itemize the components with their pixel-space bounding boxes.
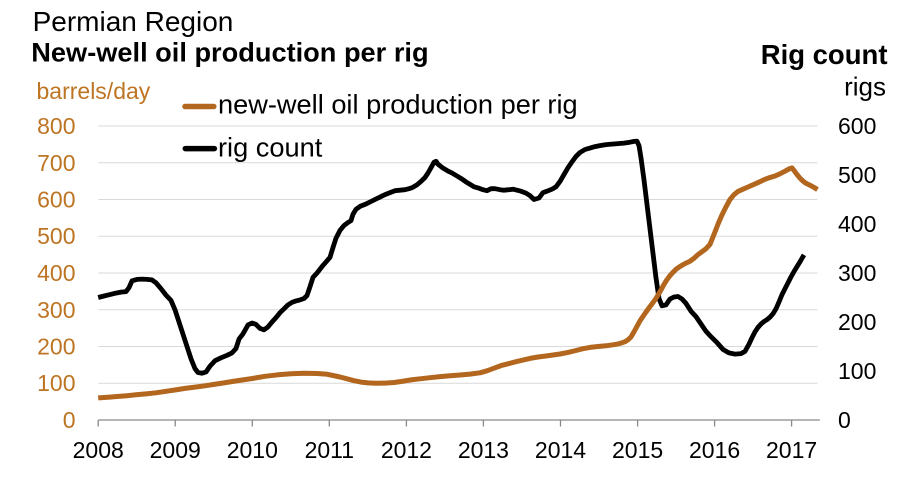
svg-text:100: 100 <box>37 370 75 396</box>
svg-text:2016: 2016 <box>689 437 740 463</box>
svg-text:300: 300 <box>838 260 876 286</box>
svg-text:Rig count: Rig count <box>761 39 888 70</box>
svg-text:2012: 2012 <box>381 437 432 463</box>
svg-text:2011: 2011 <box>305 437 354 463</box>
svg-text:2009: 2009 <box>150 437 201 463</box>
svg-text:new-well oil production per ri: new-well oil production per rig <box>218 89 578 120</box>
svg-text:400: 400 <box>838 211 876 237</box>
svg-text:2014: 2014 <box>535 437 586 463</box>
svg-text:300: 300 <box>37 297 75 323</box>
svg-text:600: 600 <box>838 113 876 139</box>
svg-text:2010: 2010 <box>227 437 278 463</box>
svg-text:2017: 2017 <box>766 437 817 463</box>
svg-text:Permian Region: Permian Region <box>33 6 234 37</box>
svg-text:600: 600 <box>37 187 75 213</box>
svg-text:500: 500 <box>37 223 75 249</box>
svg-text:700: 700 <box>37 150 75 176</box>
svg-text:100: 100 <box>838 358 876 384</box>
svg-text:800: 800 <box>37 113 75 139</box>
svg-text:0: 0 <box>838 407 851 433</box>
svg-text:2013: 2013 <box>458 437 509 463</box>
svg-text:200: 200 <box>838 309 876 335</box>
svg-text:rig count: rig count <box>218 132 323 163</box>
svg-text:barrels/day: barrels/day <box>37 78 151 104</box>
svg-text:500: 500 <box>838 162 876 188</box>
svg-text:2015: 2015 <box>612 437 663 463</box>
svg-text:400: 400 <box>37 260 75 286</box>
svg-text:New-well oil production per ri: New-well oil production per rig <box>31 37 428 68</box>
svg-text:0: 0 <box>63 407 76 433</box>
svg-text:200: 200 <box>37 334 75 360</box>
svg-text:2008: 2008 <box>73 437 124 463</box>
svg-text:rigs: rigs <box>844 72 886 102</box>
